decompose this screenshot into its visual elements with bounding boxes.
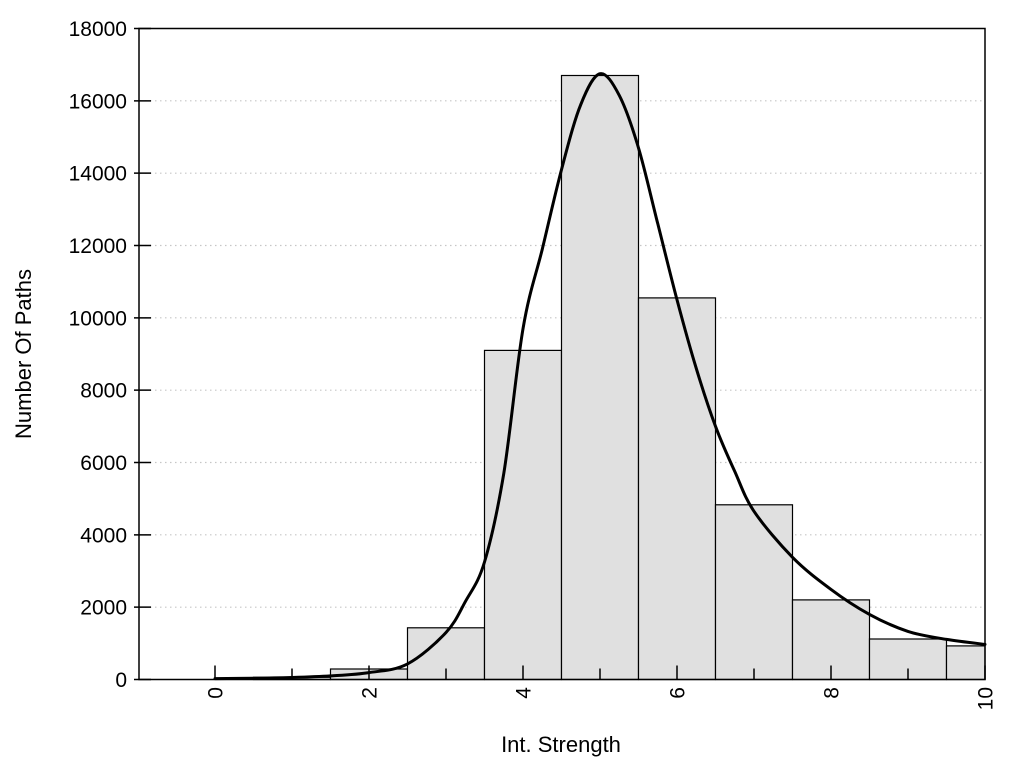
x-tick-label: 6 [667,687,690,699]
y-axis-title: Number Of Paths [11,269,36,439]
histogram-bar [560,74,640,681]
y-tick-label: 12000 [69,235,127,258]
y-tick-label: 4000 [80,524,127,547]
y-tick-label: 2000 [80,597,127,620]
y-tick-label: 18000 [69,18,127,41]
histogram-bar [945,645,986,681]
histogram-bar [714,504,794,681]
y-tick-label: 0 [115,669,127,692]
x-tick-label: 0 [205,687,228,699]
x-tick-label: 10 [975,687,998,710]
y-tick-label: 14000 [69,163,127,186]
y-tick-label: 8000 [80,380,127,403]
x-axis-title: Int. Strength [501,732,621,757]
x-tick-label: 8 [821,687,844,699]
y-tick-label: 10000 [69,307,127,330]
x-tick-label: 2 [359,687,382,699]
plot-border [138,27,986,681]
y-tick-label: 6000 [80,452,127,475]
fit-curve [213,72,987,681]
histogram-bar [637,297,717,681]
x-tick-label: 4 [513,687,536,699]
y-tick-label: 16000 [69,90,127,113]
